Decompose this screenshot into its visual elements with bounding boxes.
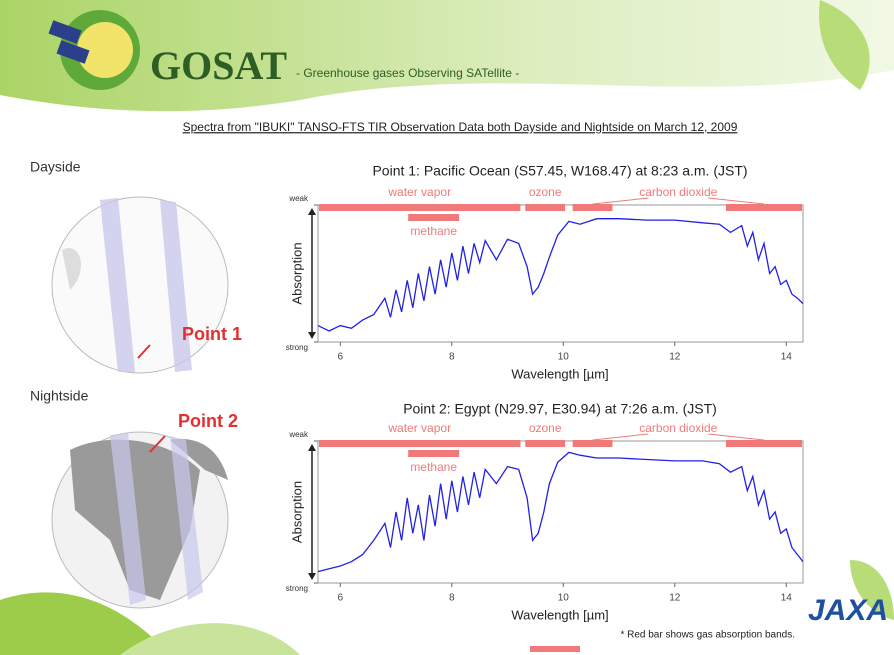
panel-label: Nightside: [30, 388, 89, 404]
band-label: ozone: [529, 421, 562, 435]
y-tick-label: weak: [288, 194, 309, 203]
x-tick-label: 8: [449, 593, 455, 604]
x-tick-label: 12: [669, 352, 681, 363]
band-leader: [708, 197, 765, 205]
leaf: [0, 592, 170, 655]
spectrum-line: [317, 451, 804, 573]
y-tick-label: strong: [286, 584, 308, 593]
y-tick-label: weak: [288, 430, 309, 439]
x-tick-label: 10: [558, 593, 570, 604]
band-bar: [408, 214, 460, 221]
band-label: carbon dioxide: [639, 421, 717, 435]
x-axis-label: Wavelength [µm]: [511, 607, 608, 622]
band-label: carbon dioxide: [639, 185, 717, 199]
header-subtitle: - Greenhouse gases Observing SATellite -: [296, 66, 519, 80]
band-bar: [572, 204, 613, 211]
band-label: water vapor: [387, 421, 451, 435]
x-tick-label: 8: [449, 352, 455, 363]
band-bar: [319, 204, 521, 211]
point-label: Point 1: [182, 324, 242, 344]
x-tick-label: 14: [781, 352, 793, 363]
band-label: methane: [410, 460, 457, 474]
caption: Spectra from "IBUKI" TANSO-FTS TIR Obser…: [183, 120, 738, 134]
x-axis-label: Wavelength [µm]: [511, 366, 608, 381]
logo: JAXA: [808, 594, 888, 627]
footnote-bar: [530, 646, 580, 652]
x-tick-label: 10: [558, 352, 570, 363]
x-tick-label: 14: [781, 593, 793, 604]
header-title: GOSAT: [150, 43, 287, 88]
band-leader: [592, 433, 649, 441]
x-tick-label: 12: [669, 593, 681, 604]
leaf: [850, 560, 894, 620]
x-tick-label: 6: [338, 352, 344, 363]
y-tick-label: strong: [286, 343, 308, 352]
header-band: [0, 0, 894, 112]
globe: [51, 196, 229, 374]
band-bar: [525, 204, 566, 211]
band-bar: [725, 440, 802, 447]
plot-area: [317, 204, 804, 343]
y-axis-label: Absorption: [289, 481, 304, 543]
band-leader: [708, 433, 765, 441]
chart-title: Point 1: Pacific Ocean (S57.45, W168.47)…: [372, 163, 747, 179]
band-bar: [572, 440, 613, 447]
leaf: [819, 0, 870, 90]
globe: [51, 431, 229, 609]
leaf: [120, 623, 300, 655]
band-label: ozone: [529, 185, 562, 199]
band-bar: [319, 440, 521, 447]
band-leader: [592, 197, 649, 205]
band-bar: [525, 440, 566, 447]
spectrum-line: [317, 218, 804, 332]
x-tick-label: 6: [338, 593, 344, 604]
chart-title: Point 2: Egypt (N29.97, E30.94) at 7:26 …: [403, 401, 717, 417]
band-label: methane: [410, 224, 457, 238]
band-label: water vapor: [387, 185, 451, 199]
point-label: Point 2: [178, 411, 238, 431]
footnote: * Red bar shows gas absorption bands.: [620, 630, 795, 641]
band-bar: [725, 204, 802, 211]
panel-label: Dayside: [30, 159, 81, 175]
band-bar: [408, 450, 460, 457]
plot-area: [317, 440, 804, 584]
y-axis-label: Absorption: [289, 242, 304, 304]
logo-emblem: [48, 10, 140, 90]
